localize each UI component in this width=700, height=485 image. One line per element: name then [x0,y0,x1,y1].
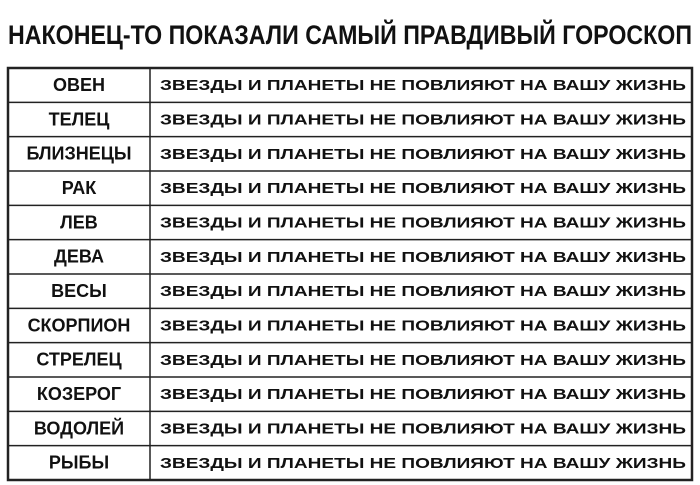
sign-name: ТЕЛЕЦ [49,109,111,129]
sign-name: ОВЕН [53,75,105,95]
forecast: ЗВЕЗДЫ И ПЛАНЕТЫ НЕ ПОВЛИЯЮТ НА ВАШУ ЖИЗ… [160,455,686,472]
sign-name: ВОДОЛЕЙ [34,417,124,438]
forecast: ЗВЕЗДЫ И ПЛАНЕТЫ НЕ ПОВЛИЯЮТ НА ВАШУ ЖИЗ… [160,146,686,163]
sign-name: КОЗЕРОГ [37,384,121,404]
forecast: ЗВЕЗДЫ И ПЛАНЕТЫ НЕ ПОВЛИЯЮТ НА ВАШУ ЖИЗ… [160,214,686,231]
sign-name: СКОРПИОН [28,315,131,335]
forecast: ЗВЕЗДЫ И ПЛАНЕТЫ НЕ ПОВЛИЯЮТ НА ВАШУ ЖИЗ… [160,420,686,437]
forecast: ЗВЕЗДЫ И ПЛАНЕТЫ НЕ ПОВЛИЯЮТ НА ВАШУ ЖИЗ… [160,283,686,300]
title: НАКОНЕЦ-ТО ПОКАЗАЛИ САМЫЙ ПРАВДИВЫЙ ГОРО… [8,19,692,50]
sign-name: ЛЕВ [60,212,98,232]
sign-name: РЫБЫ [49,453,109,473]
sign-name: ВЕСЫ [51,281,107,301]
forecast: ЗВЕЗДЫ И ПЛАНЕТЫ НЕ ПОВЛИЯЮТ НА ВАШУ ЖИЗ… [160,386,686,403]
forecast: ЗВЕЗДЫ И ПЛАНЕТЫ НЕ ПОВЛИЯЮТ НА ВАШУ ЖИЗ… [160,352,686,369]
forecast: ЗВЕЗДЫ И ПЛАНЕТЫ НЕ ПОВЛИЯЮТ НА ВАШУ ЖИЗ… [160,180,686,197]
forecast: ЗВЕЗДЫ И ПЛАНЕТЫ НЕ ПОВЛИЯЮТ НА ВАШУ ЖИЗ… [160,77,686,94]
forecast: ЗВЕЗДЫ И ПЛАНЕТЫ НЕ ПОВЛИЯЮТ НА ВАШУ ЖИЗ… [160,249,686,266]
sign-name: РАК [62,178,97,198]
forecast: ЗВЕЗДЫ И ПЛАНЕТЫ НЕ ПОВЛИЯЮТ НА ВАШУ ЖИЗ… [160,111,686,128]
sign-name: ДЕВА [54,247,104,267]
forecast: ЗВЕЗДЫ И ПЛАНЕТЫ НЕ ПОВЛИЯЮТ НА ВАШУ ЖИЗ… [160,317,686,334]
sign-name: БЛИЗНЕЦЫ [26,144,131,164]
sign-name: СТРЕЛЕЦ [36,350,122,370]
